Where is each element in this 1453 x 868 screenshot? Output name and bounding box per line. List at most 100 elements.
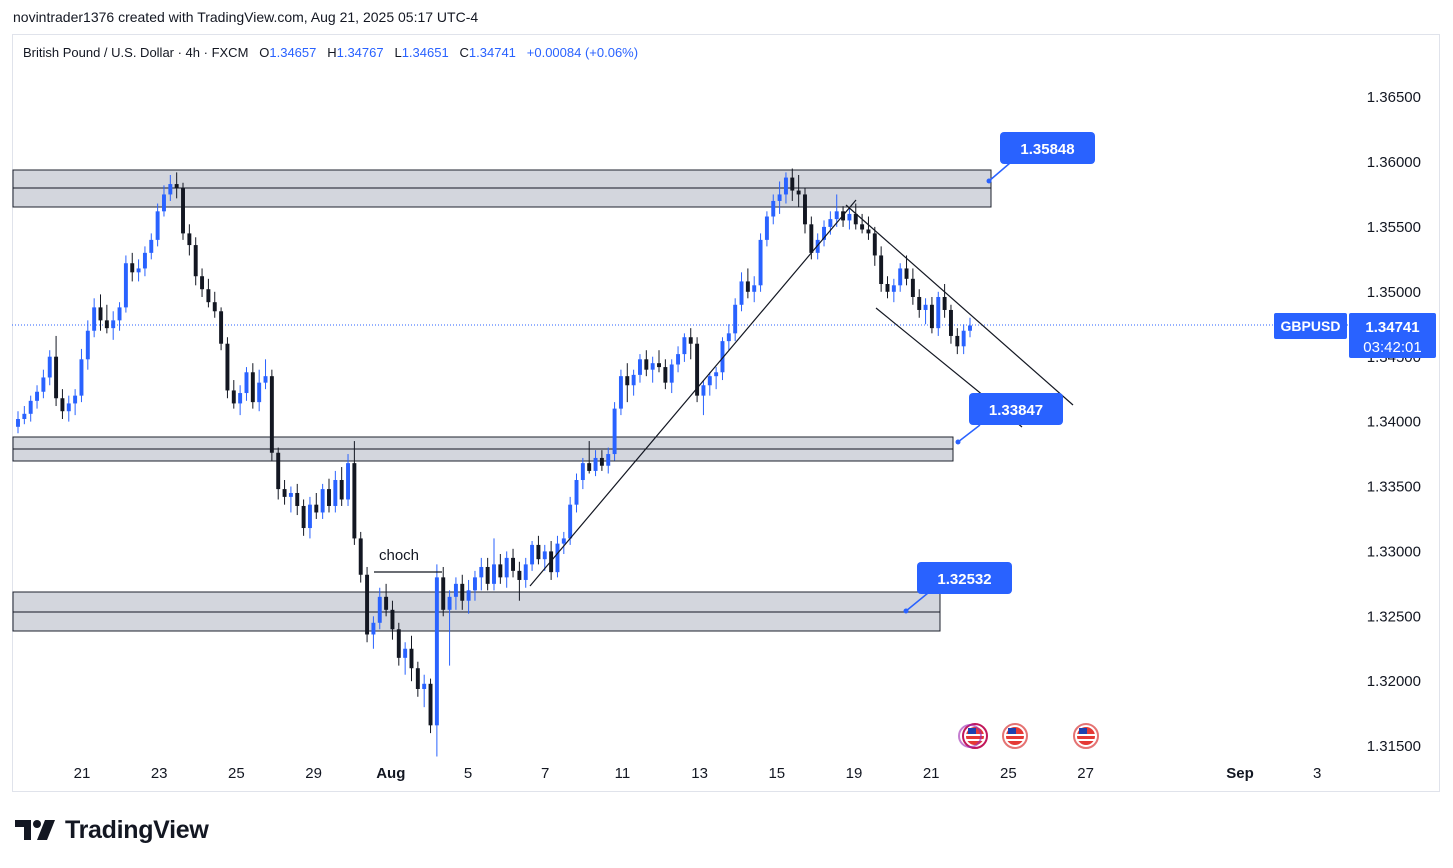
us-flag-event-icon[interactable] [958,724,982,748]
candle[interactable] [618,369,623,416]
candle[interactable] [314,492,319,519]
candle[interactable] [333,470,338,513]
lower-price-callout[interactable] [917,562,1012,594]
candle[interactable] [111,311,116,340]
candle[interactable] [263,359,268,390]
candle[interactable] [771,194,776,225]
candle[interactable] [860,213,865,234]
candle[interactable] [447,590,452,666]
candle[interactable] [555,535,560,578]
candle[interactable] [117,302,122,331]
candle[interactable] [752,276,757,303]
candle[interactable] [599,450,604,471]
candle[interactable] [409,635,414,682]
last-price-tag[interactable] [1349,313,1436,358]
candle[interactable] [403,642,408,675]
candle[interactable] [498,553,503,584]
candle[interactable] [174,172,179,199]
candle[interactable] [758,233,763,292]
candle[interactable] [707,372,712,396]
candle[interactable] [168,174,173,201]
candle[interactable] [929,296,934,334]
candle[interactable] [187,224,192,256]
candle[interactable] [561,531,566,554]
candle[interactable] [904,255,909,286]
candle[interactable] [898,263,903,292]
candle[interactable] [733,298,738,342]
candle[interactable] [606,447,611,474]
candle[interactable] [682,333,687,362]
middle-price-callout[interactable] [969,393,1063,425]
candle[interactable] [327,478,331,513]
candle[interactable] [574,473,579,513]
candle[interactable] [162,185,166,217]
candle[interactable] [625,363,630,403]
candle[interactable] [181,182,185,240]
candle[interactable] [434,564,439,757]
symbol-tag[interactable] [1274,313,1347,339]
candle[interactable] [866,216,871,240]
candle[interactable] [815,233,820,260]
candle[interactable] [783,172,788,204]
candle[interactable] [415,661,420,697]
candle[interactable] [701,380,706,416]
candle[interactable] [739,272,744,312]
candle[interactable] [276,447,281,500]
candle[interactable] [948,304,953,344]
candle[interactable] [777,181,782,214]
candle[interactable] [885,276,890,299]
candle[interactable] [307,496,312,539]
candle[interactable] [28,395,33,422]
candle[interactable] [580,457,585,490]
candle[interactable] [142,246,147,277]
channel-upper-line[interactable] [845,204,1074,406]
candle[interactable] [428,678,433,734]
price-axis[interactable]: 1.36500 1.36000 1.35500 1.35000 1.34000 1.335… [1367,89,1421,755]
candle[interactable] [587,441,592,474]
candle[interactable] [269,369,274,461]
candle[interactable] [644,350,649,377]
candle[interactable] [872,226,877,266]
candle[interactable] [320,483,325,519]
candle[interactable] [891,278,896,303]
candle[interactable] [834,194,839,227]
time-axis[interactable]: 21 23 25 29 Aug 5 7 11 13 15 19 21 25 27 Sep 3 [74,765,1322,782]
candle[interactable] [16,411,20,434]
candle[interactable] [879,246,884,292]
upper-price-callout[interactable] [1000,132,1095,164]
candle[interactable] [657,350,661,373]
candle[interactable] [225,337,230,399]
candle[interactable] [231,380,236,409]
candle[interactable] [73,389,78,416]
candle[interactable] [523,557,528,588]
candle[interactable] [244,367,249,401]
candle[interactable] [955,328,960,355]
candle[interactable] [853,203,858,230]
candle[interactable] [542,544,547,571]
candle[interactable] [339,467,344,506]
candle[interactable] [206,278,211,308]
candle[interactable] [384,583,389,617]
choch-label[interactable]: choch [379,547,419,564]
candle[interactable] [35,385,40,409]
candle[interactable] [123,255,128,313]
candle[interactable] [688,328,693,360]
candle[interactable] [530,541,535,571]
candle[interactable] [676,346,681,373]
candle[interactable] [745,268,750,299]
candle[interactable] [396,622,401,666]
candle[interactable] [593,450,598,477]
candle[interactable] [796,174,801,208]
candle[interactable] [504,551,509,588]
candle[interactable] [365,566,370,643]
candle[interactable] [219,307,224,351]
legend-title[interactable]: British Pound / U.S. Dollar · 4h · FXCM [23,45,249,60]
candle[interactable] [60,389,65,420]
candle[interactable] [238,385,243,416]
candle[interactable] [250,363,255,409]
candle[interactable] [936,291,941,336]
candle[interactable] [193,237,198,286]
candle[interactable] [371,616,376,649]
candle[interactable] [568,496,573,545]
